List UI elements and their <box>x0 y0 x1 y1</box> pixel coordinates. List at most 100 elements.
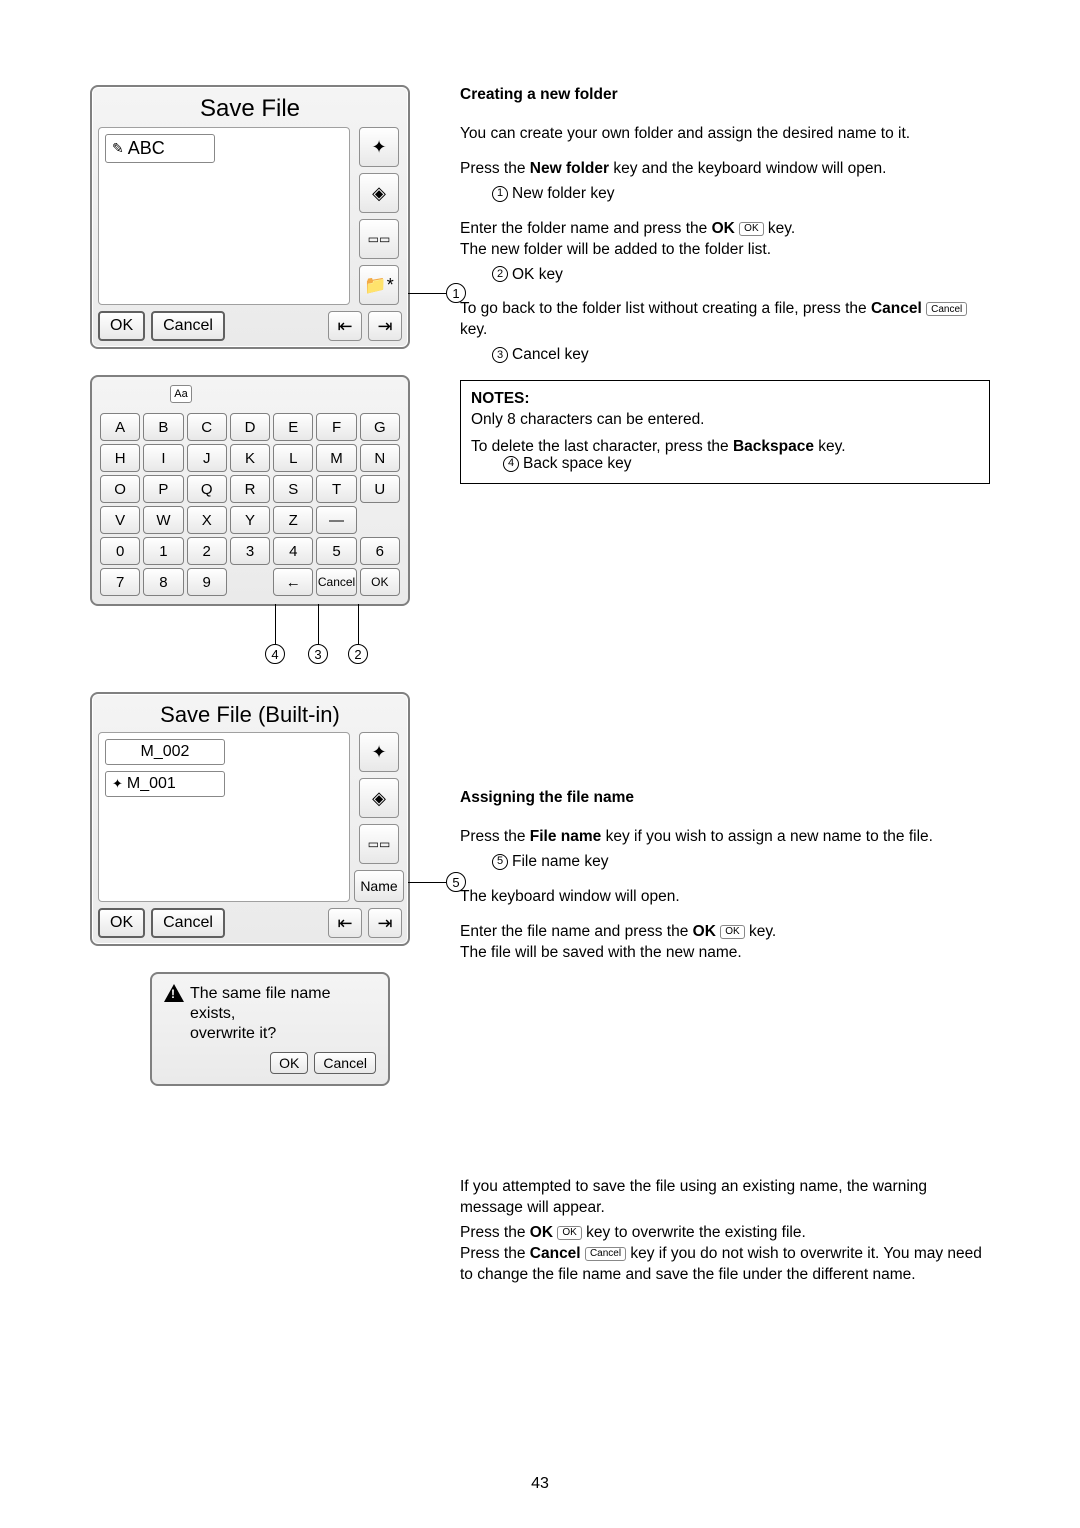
key-z[interactable]: Z <box>273 506 313 534</box>
save-file-builtin-panel: Save File (Built-in) M_002 ✦ M_001 ✦ ◈ ▭… <box>90 692 410 946</box>
warning-cancel-button[interactable]: Cancel <box>314 1052 376 1074</box>
body-text: Enter the folder name and press the OK O… <box>460 219 990 261</box>
section-heading: Assigning the file name <box>460 788 990 809</box>
key-b[interactable]: B <box>143 413 183 441</box>
panel-title: Save File <box>98 93 402 127</box>
ok-key-icon: OK <box>720 925 744 939</box>
key-underscore[interactable]: — <box>316 506 356 534</box>
file-list-item[interactable]: ✦ M_001 <box>105 771 225 797</box>
notes-text: Only 8 characters can be entered. <box>471 411 705 428</box>
key-4[interactable]: 4 <box>273 537 313 565</box>
key-o[interactable]: O <box>100 475 140 503</box>
key-t[interactable]: T <box>316 475 356 503</box>
backspace-key[interactable]: ← <box>273 568 313 596</box>
key-5[interactable]: 5 <box>316 537 356 565</box>
file-name-field[interactable]: M_002 <box>105 739 225 765</box>
key-c[interactable]: C <box>187 413 227 441</box>
ok-button[interactable]: OK <box>98 311 145 341</box>
new-folder-button[interactable]: 📁* <box>359 265 399 305</box>
keyboard-callouts: 4 3 2 <box>90 616 410 676</box>
cancel-button[interactable]: Cancel <box>151 311 225 341</box>
page-number: 43 <box>0 1475 1080 1493</box>
arrow-right-icon: ⇥ <box>377 316 392 337</box>
key-k[interactable]: K <box>230 444 270 472</box>
prev-page-button[interactable]: ⇤ <box>328 908 362 938</box>
callout-3: 3 <box>308 644 328 664</box>
card-icon-button[interactable]: ▭▭ <box>359 824 399 864</box>
card-icon: ▭▭ <box>368 837 391 851</box>
file-name-area: ✎ ABC <box>98 127 350 305</box>
file-item-label: M_001 <box>127 775 176 793</box>
warning-icon <box>164 984 184 1002</box>
callout-1: 1 <box>446 283 466 303</box>
key-y[interactable]: Y <box>230 506 270 534</box>
list-item: 1New folder key <box>460 184 990 205</box>
section-heading: Creating a new folder <box>460 85 990 106</box>
key-6[interactable]: 6 <box>360 537 400 565</box>
key-x[interactable]: X <box>187 506 227 534</box>
warning-line-2: overwrite it? <box>190 1024 376 1044</box>
key-m[interactable]: M <box>316 444 356 472</box>
key-w[interactable]: W <box>143 506 183 534</box>
key-0[interactable]: 0 <box>100 537 140 565</box>
body-text: Enter the file name and press the OK OK … <box>460 922 990 964</box>
key-d[interactable]: D <box>230 413 270 441</box>
next-page-button[interactable]: ⇥ <box>368 908 402 938</box>
key-v[interactable]: V <box>100 506 140 534</box>
list-item: 2OK key <box>460 265 990 286</box>
file-name-value: ABC <box>128 138 165 159</box>
tag-icon-button[interactable]: ◈ <box>359 778 399 818</box>
callout-4: 4 <box>265 644 285 664</box>
key-r[interactable]: R <box>230 475 270 503</box>
key-h[interactable]: H <box>100 444 140 472</box>
key-u[interactable]: U <box>360 475 400 503</box>
key-8[interactable]: 8 <box>143 568 183 596</box>
warning-line-1: The same file name exists, <box>190 984 376 1024</box>
save-file-panel: Save File ✎ ABC ✦ ◈ ▭▭ 📁* OK Cancel <box>90 85 410 349</box>
key-7[interactable]: 7 <box>100 568 140 596</box>
key-s[interactable]: S <box>273 475 313 503</box>
card-icon: ▭▭ <box>368 232 391 246</box>
key-j[interactable]: J <box>187 444 227 472</box>
next-page-button[interactable]: ⇥ <box>368 311 402 341</box>
body-text: The keyboard window will open. <box>460 887 990 908</box>
keyboard-ok-key[interactable]: OK <box>360 568 400 596</box>
tag-icon-button[interactable]: ◈ <box>359 173 399 213</box>
body-text: If you attempted to save the file using … <box>460 1177 990 1219</box>
key-3[interactable]: 3 <box>230 537 270 565</box>
key-p[interactable]: P <box>143 475 183 503</box>
body-text: Press the File name key if you wish to a… <box>460 827 990 848</box>
key-9[interactable]: 9 <box>187 568 227 596</box>
keyboard-cancel-key[interactable]: Cancel <box>316 568 356 596</box>
key-i[interactable]: I <box>143 444 183 472</box>
new-folder-icon: 📁* <box>364 275 393 296</box>
key-1[interactable]: 1 <box>143 537 183 565</box>
keyboard-mode-icon[interactable]: Aa <box>170 385 192 403</box>
ok-key-icon: OK <box>739 222 763 236</box>
prev-page-button[interactable]: ⇤ <box>328 311 362 341</box>
cancel-key-icon: Cancel <box>926 302 967 316</box>
key-2[interactable]: 2 <box>187 537 227 565</box>
file-icon: ✦ <box>112 776 123 792</box>
warning-ok-button[interactable]: OK <box>270 1052 308 1074</box>
key-e[interactable]: E <box>273 413 313 441</box>
key-g[interactable]: G <box>360 413 400 441</box>
key-a[interactable]: A <box>100 413 140 441</box>
design-icon-button[interactable]: ✦ <box>359 127 399 167</box>
cancel-button[interactable]: Cancel <box>151 908 225 938</box>
cancel-key-icon: Cancel <box>585 1247 626 1261</box>
ok-button[interactable]: OK <box>98 908 145 938</box>
ok-key-icon: OK <box>557 1226 581 1240</box>
key-q[interactable]: Q <box>187 475 227 503</box>
key-n[interactable]: N <box>360 444 400 472</box>
notes-box: NOTES: Only 8 characters can be entered.… <box>460 380 990 484</box>
key-l[interactable]: L <box>273 444 313 472</box>
callout-2: 2 <box>348 644 368 664</box>
arrow-left-icon: ⇤ <box>337 316 352 337</box>
card-icon-button[interactable]: ▭▭ <box>359 219 399 259</box>
tag-icon: ◈ <box>372 183 386 204</box>
file-name-button[interactable]: Name <box>354 870 404 902</box>
file-list-area: M_002 ✦ M_001 <box>98 732 350 902</box>
key-f[interactable]: F <box>316 413 356 441</box>
design-icon-button[interactable]: ✦ <box>359 732 399 772</box>
